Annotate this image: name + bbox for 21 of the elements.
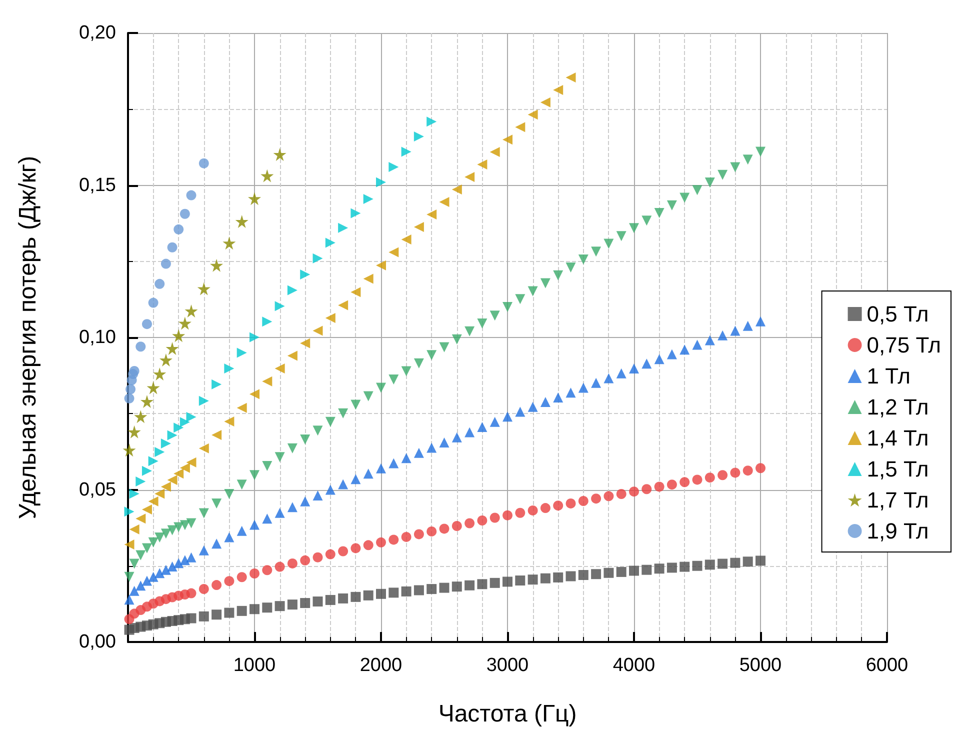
y-tick-label: 0,10 xyxy=(79,327,116,348)
legend-label: 1 Тл xyxy=(866,364,910,388)
y-axis-title: Удельная энергия потерь (Дж/кг) xyxy=(14,156,42,520)
x-tick-label: 2000 xyxy=(360,655,402,676)
legend-label: 1,4 Тл xyxy=(866,426,929,450)
x-tick-label: 4000 xyxy=(612,655,656,676)
legend-label: 1,5 Тл xyxy=(866,456,929,482)
x-tick-label: 5000 xyxy=(739,655,782,676)
x-tick-label: 3000 xyxy=(486,655,529,676)
y-tick-label: 0,15 xyxy=(79,174,116,196)
legend-label: 1,2 Тл xyxy=(866,394,929,420)
x-tick-label: 1000 xyxy=(233,655,276,676)
x-axis-title: Частота (Гц) xyxy=(438,700,577,728)
y-tick-label: 0,00 xyxy=(79,632,116,652)
legend-label: 1,9 Тл xyxy=(866,518,929,544)
legend-label: 0,5 Тл xyxy=(866,302,929,326)
x-tick-label: 6000 xyxy=(866,655,908,676)
y-tick-label: 0,05 xyxy=(79,479,116,500)
legend-label: 1,7 Тл xyxy=(866,488,929,512)
legend-label: 0,75 Тл xyxy=(866,332,941,358)
y-tick-label: 0,20 xyxy=(79,22,116,44)
